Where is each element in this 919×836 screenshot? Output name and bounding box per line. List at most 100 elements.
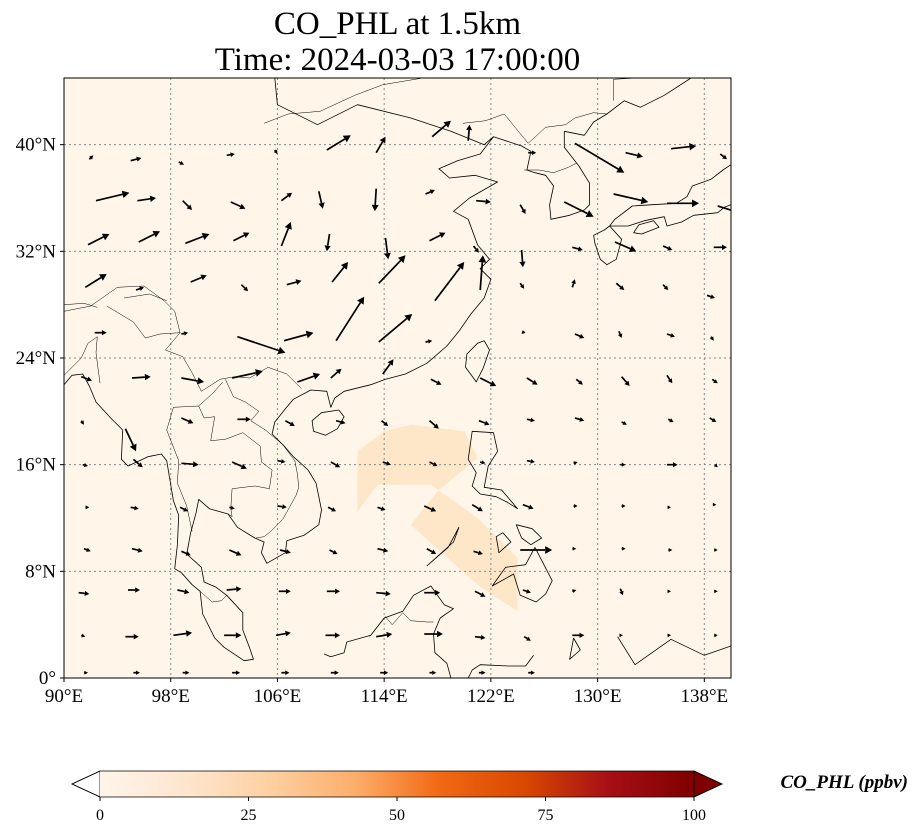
- wind-arrow: [329, 549, 338, 555]
- wind-arrow: [522, 503, 534, 510]
- wind-arrow: [181, 461, 199, 468]
- wind-arrow: [124, 428, 137, 452]
- wind-arrow: [297, 372, 321, 383]
- wind-arrow: [526, 417, 535, 423]
- wind-arrow: [384, 237, 391, 260]
- wind-arrow: [281, 670, 290, 675]
- wind-arrow: [80, 420, 84, 425]
- wind-vectors: [78, 120, 731, 675]
- wind-arrow: [667, 633, 671, 638]
- wind-arrow: [424, 589, 441, 596]
- coastline-segment: [467, 430, 518, 510]
- wind-arrow: [473, 550, 483, 556]
- wind-arrow: [226, 586, 242, 592]
- wind-arrow: [382, 461, 391, 466]
- wind-arrow: [224, 632, 242, 639]
- coastline-segment: [467, 655, 534, 678]
- wind-arrow: [330, 461, 341, 468]
- wind-arrow: [520, 546, 553, 554]
- wind-arrow: [575, 378, 583, 385]
- wind-arrow: [714, 589, 718, 594]
- map-background: [64, 78, 731, 678]
- co-plume-shading: [357, 424, 518, 612]
- wind-arrow: [619, 588, 624, 596]
- wind-arrow: [317, 191, 325, 209]
- wind-arrow: [181, 331, 189, 336]
- colorbar-under-extension: [71, 770, 101, 798]
- x-tick-label: 122°E: [467, 686, 515, 707]
- wind-arrow: [713, 244, 727, 251]
- wind-arrow: [526, 459, 535, 464]
- wind-arrow: [335, 419, 346, 425]
- wind-arrow: [182, 200, 193, 210]
- wind-arrow: [182, 670, 190, 675]
- wind-arrow: [232, 670, 241, 675]
- wind-arrow: [84, 274, 107, 289]
- wind-arrow: [670, 143, 697, 151]
- wind-arrow: [78, 590, 90, 596]
- wind-arrow: [377, 547, 389, 553]
- wind-arrow: [434, 262, 465, 302]
- wind-arrow: [425, 189, 435, 195]
- y-tick-label: 8°N: [25, 561, 56, 582]
- wind-arrow: [95, 190, 130, 202]
- wind-arrow: [571, 279, 576, 288]
- wind-arrow: [279, 549, 291, 554]
- wind-arrow: [135, 286, 144, 291]
- wind-arrow: [226, 152, 235, 157]
- wind-arrow: [429, 232, 446, 242]
- country-border-segment: [198, 381, 223, 407]
- wind-arrow: [425, 339, 433, 344]
- coastline-segment: [609, 204, 731, 227]
- wind-arrow: [431, 120, 451, 138]
- wind-arrow: [429, 461, 438, 467]
- wind-arrow: [667, 418, 674, 423]
- wind-arrow: [133, 670, 140, 675]
- wind-arrow: [709, 336, 714, 341]
- wind-arrow: [137, 195, 156, 202]
- wind-arrow: [719, 153, 727, 160]
- x-tick-label: 130°E: [574, 686, 622, 707]
- wind-arrow: [625, 151, 643, 159]
- x-tick-label: 138°E: [680, 686, 728, 707]
- wind-arrow: [712, 502, 717, 507]
- wind-arrow: [380, 670, 389, 675]
- coastline-segment: [563, 131, 590, 205]
- wind-arrow: [231, 369, 263, 379]
- wind-arrow: [84, 670, 88, 675]
- wind-arrow: [371, 188, 379, 212]
- wind-arrow: [619, 633, 623, 638]
- wind-arrow: [523, 635, 531, 641]
- wind-arrow: [81, 633, 86, 638]
- wind-arrow: [476, 198, 491, 205]
- wind-arrow: [478, 255, 487, 291]
- wind-arrow: [709, 417, 717, 422]
- wind-arrow: [377, 506, 386, 511]
- wind-arrow: [711, 378, 718, 384]
- wind-arrow: [474, 590, 486, 597]
- wind-arrow: [233, 232, 250, 242]
- coastline-segment: [593, 225, 622, 266]
- coastline-segment: [311, 409, 345, 436]
- wind-arrow: [479, 460, 486, 465]
- wind-arrow: [717, 205, 731, 211]
- wind-arrow: [621, 546, 626, 551]
- wind-arrow: [128, 587, 140, 593]
- wind-arrow: [573, 461, 578, 465]
- wind-arrow: [82, 463, 88, 468]
- wind-arrow: [240, 284, 249, 292]
- co-plume-area: [357, 424, 518, 612]
- wind-arrow: [376, 590, 391, 597]
- colorbar: 0 25 50 75 100 CO_PHL (ppbv): [71, 770, 908, 824]
- wind-arrow: [231, 461, 247, 470]
- wind-arrow: [528, 670, 535, 675]
- y-tick-label: 16°N: [16, 455, 57, 476]
- wind-arrow: [618, 330, 623, 338]
- coastline-segment: [569, 637, 581, 660]
- wind-arrow: [714, 633, 718, 638]
- coastline-segment: [617, 636, 731, 666]
- wind-arrow: [471, 503, 483, 512]
- wind-arrow: [330, 368, 342, 379]
- wind-arrow: [613, 193, 649, 205]
